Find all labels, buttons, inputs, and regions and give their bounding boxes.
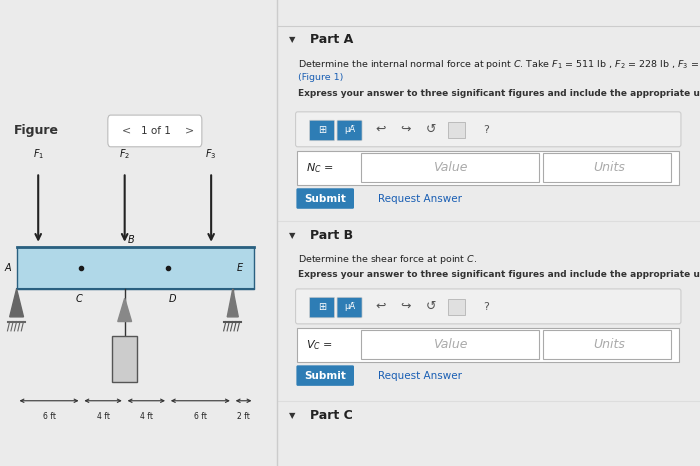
- Text: Value: Value: [433, 338, 468, 351]
- Text: $N_C$ =: $N_C$ =: [306, 161, 334, 175]
- Text: ↪: ↪: [400, 300, 411, 313]
- Text: 4 ft: 4 ft: [97, 412, 110, 421]
- Text: ?: ?: [483, 302, 489, 312]
- FancyBboxPatch shape: [295, 112, 681, 147]
- Text: ↩: ↩: [375, 300, 386, 313]
- Text: ↪: ↪: [400, 123, 411, 136]
- FancyBboxPatch shape: [543, 330, 671, 359]
- Text: 4 ft: 4 ft: [140, 412, 153, 421]
- Text: $F_3$: $F_3$: [206, 147, 217, 161]
- Text: 2 ft: 2 ft: [237, 412, 250, 421]
- FancyBboxPatch shape: [337, 120, 362, 141]
- Text: ↺: ↺: [426, 123, 436, 136]
- Text: 6 ft: 6 ft: [194, 412, 206, 421]
- FancyBboxPatch shape: [309, 297, 335, 318]
- FancyBboxPatch shape: [360, 330, 540, 359]
- Text: (Figure 1): (Figure 1): [298, 73, 343, 82]
- FancyBboxPatch shape: [543, 153, 671, 182]
- FancyBboxPatch shape: [296, 188, 354, 209]
- Text: >: >: [186, 126, 195, 136]
- Text: $F_1$: $F_1$: [33, 147, 44, 161]
- Text: μÄ: μÄ: [344, 302, 355, 311]
- Text: μÄ: μÄ: [344, 125, 355, 134]
- FancyBboxPatch shape: [447, 299, 466, 315]
- Text: D: D: [168, 294, 176, 303]
- Text: Submit: Submit: [304, 370, 346, 381]
- Text: Part A: Part A: [310, 33, 354, 46]
- Polygon shape: [118, 298, 132, 322]
- Bar: [17, 247, 254, 289]
- Text: Express your answer to three significant figures and include the appropriate uni: Express your answer to three significant…: [298, 270, 700, 279]
- Text: ?: ?: [483, 124, 489, 135]
- Text: <: <: [122, 126, 131, 136]
- FancyBboxPatch shape: [360, 153, 540, 182]
- Text: ↩: ↩: [375, 123, 386, 136]
- Text: 6 ft: 6 ft: [43, 412, 55, 421]
- FancyBboxPatch shape: [337, 297, 362, 318]
- FancyBboxPatch shape: [298, 328, 679, 362]
- FancyBboxPatch shape: [108, 115, 202, 147]
- Text: $F_2$: $F_2$: [119, 147, 130, 161]
- Text: A: A: [5, 263, 12, 273]
- Text: Units: Units: [593, 161, 625, 174]
- Text: Determine the shear force at point $C$.: Determine the shear force at point $C$.: [298, 253, 477, 266]
- Text: E: E: [237, 263, 243, 273]
- Text: Units: Units: [593, 338, 625, 351]
- Text: $V_C$ =: $V_C$ =: [306, 338, 333, 352]
- FancyBboxPatch shape: [447, 122, 466, 138]
- Polygon shape: [228, 289, 238, 317]
- Text: Part C: Part C: [310, 409, 353, 422]
- Text: ↺: ↺: [426, 300, 436, 313]
- Text: Part B: Part B: [310, 229, 354, 242]
- Text: ⊞: ⊞: [318, 302, 326, 312]
- FancyBboxPatch shape: [296, 365, 354, 386]
- Text: Determine the internal normal force at point $C$. Take $F_1$ = 511 lb , $F_2$ = : Determine the internal normal force at p…: [298, 58, 700, 71]
- Text: B: B: [128, 235, 135, 245]
- Text: Figure: Figure: [14, 124, 59, 137]
- Text: ⊞: ⊞: [318, 124, 326, 135]
- Text: Express your answer to three significant figures and include the appropriate uni: Express your answer to three significant…: [298, 89, 700, 98]
- Text: ▼: ▼: [289, 35, 295, 44]
- Text: Request Answer: Request Answer: [378, 193, 462, 204]
- FancyBboxPatch shape: [298, 151, 679, 185]
- Polygon shape: [10, 289, 24, 317]
- Text: C: C: [76, 294, 82, 303]
- Text: ▼: ▼: [289, 411, 295, 420]
- Text: 1 of 1: 1 of 1: [141, 126, 171, 136]
- Bar: [112, 336, 137, 382]
- Text: Submit: Submit: [304, 193, 346, 204]
- Text: ▼: ▼: [289, 231, 295, 240]
- Text: Value: Value: [433, 161, 468, 174]
- FancyBboxPatch shape: [295, 289, 681, 324]
- Text: Request Answer: Request Answer: [378, 370, 462, 381]
- FancyBboxPatch shape: [309, 120, 335, 141]
